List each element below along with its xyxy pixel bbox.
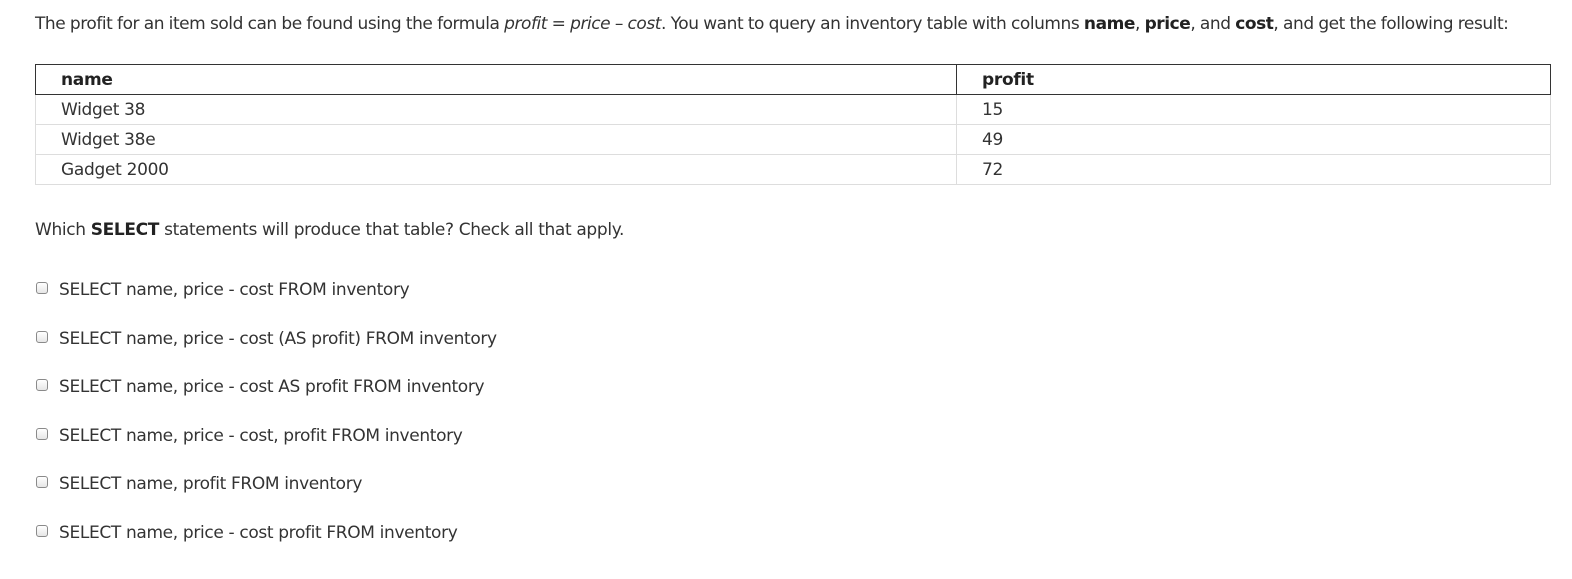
column-price-bold: price bbox=[1144, 14, 1191, 34]
checkbox[interactable] bbox=[36, 379, 48, 391]
option-label: SELECT name, price - cost, profit FROM i… bbox=[59, 425, 463, 446]
table-cell-profit: 49 bbox=[956, 124, 1551, 155]
result-table: name profit Widget 38 15 Widget 38e 49 G… bbox=[35, 64, 1551, 185]
table-row: Widget 38e 49 bbox=[35, 124, 1551, 155]
answer-option-6[interactable]: SELECT name, price - cost profit FROM in… bbox=[35, 515, 497, 551]
intro-text: , bbox=[1134, 14, 1145, 34]
answer-option-3[interactable]: SELECT name, price - cost AS profit FROM… bbox=[35, 369, 497, 405]
question-text: statements will produce that table? Chec… bbox=[159, 220, 625, 240]
select-keyword-bold: SELECT bbox=[90, 220, 160, 240]
formula-profit: profit bbox=[504, 14, 547, 34]
checkbox[interactable] bbox=[36, 330, 48, 343]
question-text: Which bbox=[35, 220, 91, 240]
checkbox[interactable] bbox=[36, 476, 48, 488]
option-label: SELECT name, price - cost AS profit FROM… bbox=[59, 377, 485, 397]
formula-price: price bbox=[570, 14, 611, 34]
table-header-name: name bbox=[35, 64, 957, 95]
option-label: SELECT name, profit FROM inventory bbox=[59, 474, 363, 494]
answer-option-2[interactable]: SELECT name, price - cost (AS profit) FR… bbox=[35, 321, 497, 357]
formula-cost: cost bbox=[627, 14, 662, 34]
answer-option-4[interactable]: SELECT name, price - cost, profit FROM i… bbox=[35, 418, 497, 454]
option-label: SELECT name, price - cost (AS profit) FR… bbox=[59, 328, 497, 349]
option-label: SELECT name, price - cost FROM inventory bbox=[59, 280, 410, 300]
intro-text: , and bbox=[1190, 14, 1236, 34]
answer-options: SELECT name, price - cost FROM inventory… bbox=[35, 272, 497, 563]
table-cell-profit: 15 bbox=[956, 94, 1551, 125]
answer-option-1[interactable]: SELECT name, price - cost FROM inventory bbox=[35, 272, 497, 308]
question-prompt: Which SELECT statements will produce tha… bbox=[35, 220, 624, 240]
option-label: SELECT name, price - cost profit FROM in… bbox=[59, 522, 458, 543]
intro-text: , and get the following result: bbox=[1273, 14, 1509, 34]
intro-text: . You want to query an inventory table w… bbox=[661, 14, 1084, 34]
table-header-row: name profit bbox=[35, 64, 1551, 95]
table-row: Gadget 2000 72 bbox=[35, 154, 1551, 185]
column-cost-bold: cost bbox=[1235, 14, 1274, 34]
table-cell-name: Widget 38 bbox=[35, 94, 957, 125]
answer-option-5[interactable]: SELECT name, profit FROM inventory bbox=[35, 466, 497, 502]
table-cell-name: Widget 38e bbox=[35, 124, 957, 155]
checkbox[interactable] bbox=[36, 524, 48, 537]
table-cell-name: Gadget 2000 bbox=[35, 154, 957, 185]
checkbox[interactable] bbox=[36, 427, 48, 440]
column-name-bold: name bbox=[1083, 14, 1135, 34]
table-header-profit: profit bbox=[956, 64, 1551, 95]
checkbox[interactable] bbox=[36, 282, 48, 294]
table-row: Widget 38 15 bbox=[35, 94, 1551, 125]
table-cell-profit: 72 bbox=[956, 154, 1551, 185]
formula-equals: = bbox=[547, 14, 571, 34]
intro-text: The profit for an item sold can be found… bbox=[35, 14, 505, 34]
formula-minus: – bbox=[610, 14, 628, 34]
question-intro: The profit for an item sold can be found… bbox=[35, 14, 1509, 34]
